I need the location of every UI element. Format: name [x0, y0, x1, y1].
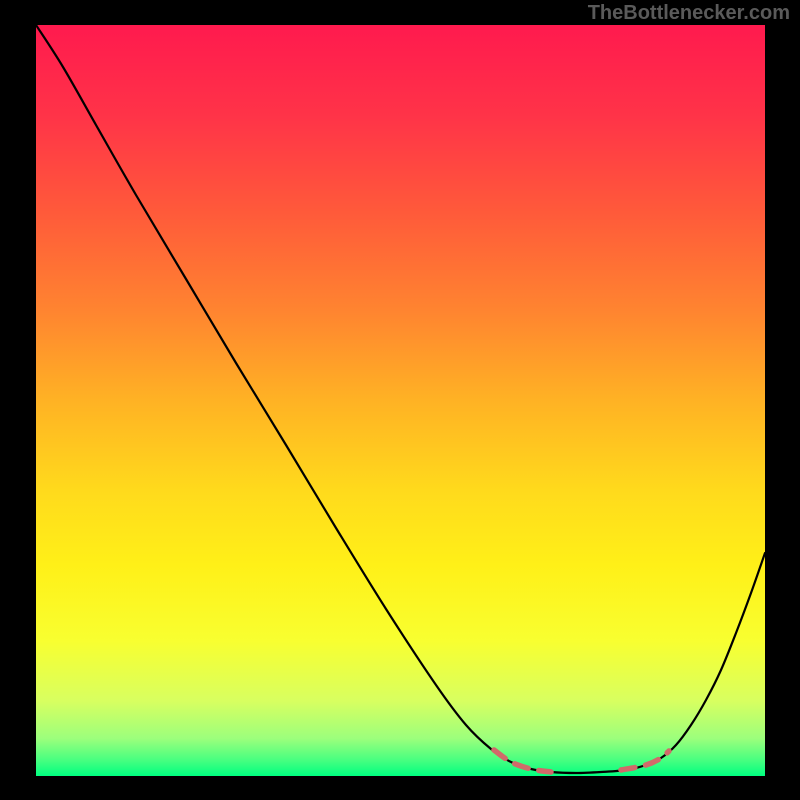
chart-container: TheBottlenecker.com: [0, 0, 800, 800]
main-curve: [36, 25, 765, 773]
highlight-segment: [621, 751, 669, 770]
watermark-text: TheBottlenecker.com: [588, 2, 790, 25]
highlight-segment: [494, 750, 551, 772]
highlight-group: [494, 750, 669, 772]
curve-layer: [36, 25, 765, 776]
plot-area: [36, 25, 765, 776]
